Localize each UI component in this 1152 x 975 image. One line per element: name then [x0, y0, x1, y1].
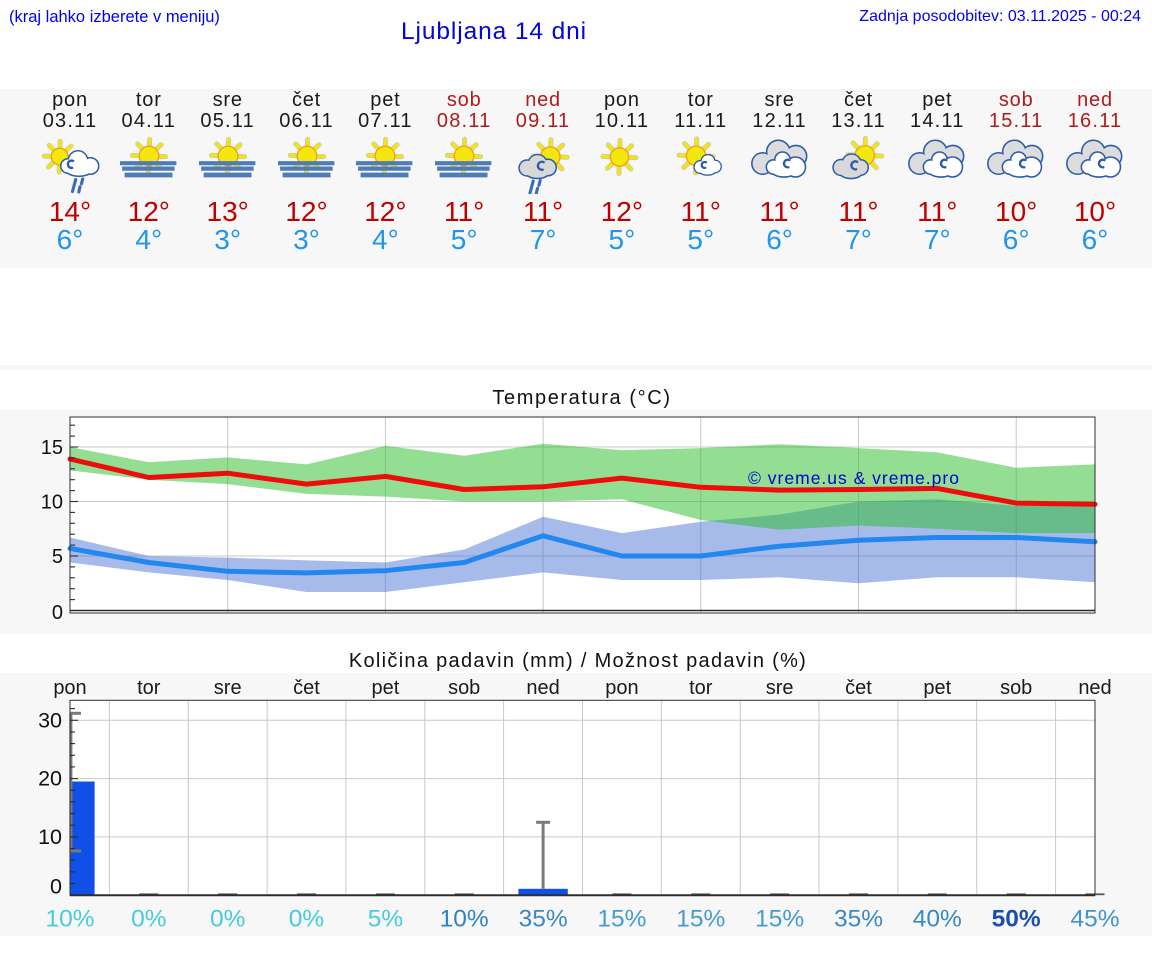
svg-text:0%: 0% [131, 906, 166, 933]
svg-text:0: 0 [50, 875, 62, 899]
svg-text:20: 20 [38, 767, 62, 791]
svg-text:sre: sre [214, 677, 242, 699]
svg-text:35%: 35% [519, 906, 568, 933]
svg-text:© vreme.us & vreme.pro: © vreme.us & vreme.pro [748, 468, 960, 488]
svg-text:pet: pet [923, 677, 951, 699]
svg-text:pon: pon [53, 677, 86, 699]
svg-text:45%: 45% [1070, 906, 1119, 933]
svg-text:sob: sob [448, 677, 480, 699]
svg-text:čet: čet [293, 677, 320, 699]
svg-text:15%: 15% [755, 906, 804, 933]
svg-text:35%: 35% [834, 906, 883, 933]
svg-text:15%: 15% [597, 906, 646, 933]
svg-text:10%: 10% [45, 906, 94, 933]
svg-text:0%: 0% [289, 906, 324, 933]
svg-text:tor: tor [137, 677, 161, 699]
svg-text:Količina padavin (mm) / Možnos: Količina padavin (mm) / Možnost padavin … [349, 650, 807, 672]
svg-text:čet: čet [845, 677, 872, 699]
svg-text:tor: tor [689, 677, 713, 699]
svg-text:15: 15 [41, 437, 63, 459]
svg-text:0: 0 [52, 602, 63, 624]
svg-text:sre: sre [766, 677, 794, 699]
svg-text:ned: ned [1078, 677, 1111, 699]
svg-text:ned: ned [526, 677, 559, 699]
svg-text:50%: 50% [992, 906, 1041, 933]
svg-text:15%: 15% [676, 906, 725, 933]
svg-text:sob: sob [1000, 677, 1032, 699]
svg-text:5: 5 [52, 546, 63, 568]
svg-text:30: 30 [38, 708, 62, 732]
svg-text:10%: 10% [440, 906, 489, 933]
svg-text:0%: 0% [210, 906, 245, 933]
svg-text:Temperatura (°C): Temperatura (°C) [492, 387, 671, 409]
svg-text:10: 10 [38, 825, 62, 849]
svg-text:5%: 5% [368, 906, 403, 933]
svg-text:40%: 40% [913, 906, 962, 933]
svg-text:10: 10 [41, 492, 63, 514]
svg-text:pet: pet [371, 677, 399, 699]
svg-text:pon: pon [605, 677, 638, 699]
